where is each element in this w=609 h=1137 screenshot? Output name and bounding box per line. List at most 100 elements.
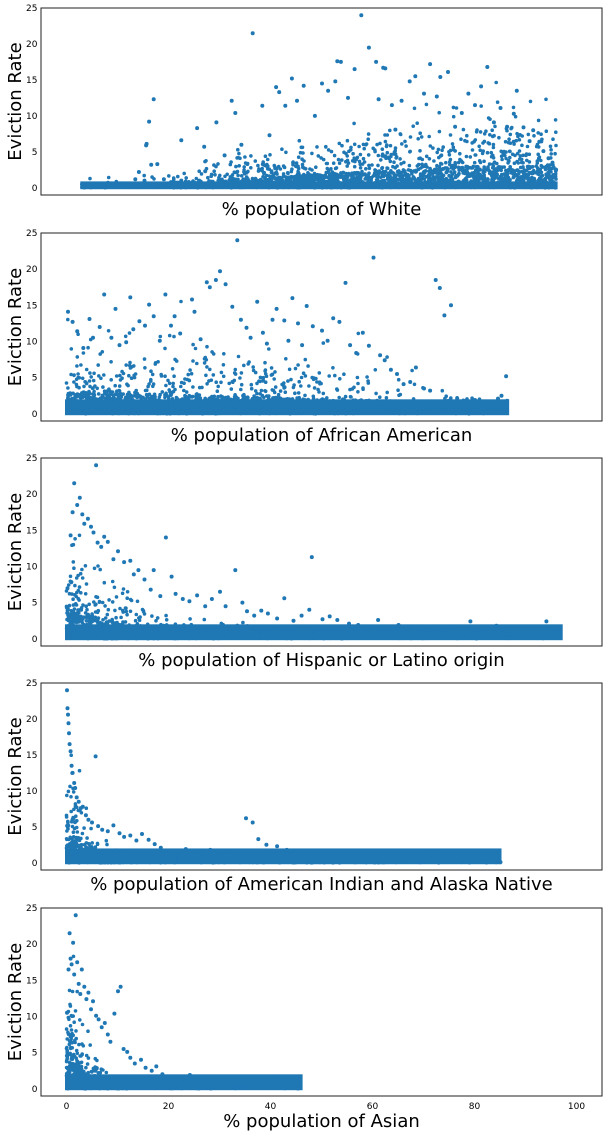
data-point (102, 1021, 107, 1025)
data-point (325, 338, 330, 343)
data-point (91, 335, 95, 340)
data-point (352, 67, 357, 72)
data-point (291, 618, 296, 623)
y-tick-label: 15 (26, 301, 37, 311)
data-point (71, 940, 76, 945)
data-point (239, 142, 244, 147)
x-axis-label: % population of American Indian and Alas… (90, 874, 553, 895)
data-point (208, 847, 213, 852)
data-point (244, 816, 248, 821)
data-point (449, 625, 453, 630)
data-point (179, 178, 184, 183)
data-point (429, 855, 434, 860)
data-point (327, 614, 332, 619)
x-tick-label: 0 (64, 1102, 70, 1112)
data-point (97, 325, 102, 329)
x-axis-label: % population of Asian (223, 1111, 420, 1132)
data-point (283, 103, 288, 108)
data-point (207, 285, 212, 290)
data-point (348, 858, 353, 863)
data-point (169, 180, 173, 185)
x-tick-label: 40 (265, 1102, 277, 1112)
data-point (76, 799, 81, 804)
data-point (70, 770, 75, 775)
subplot-1: 0 5 10 15 20 25 % population of White Eviction … (5, 4, 603, 220)
data-point (124, 340, 129, 345)
data-point (113, 182, 118, 187)
data-point (199, 1078, 204, 1083)
y-tick-label: 25 (26, 4, 37, 14)
data-point (105, 1032, 110, 1037)
data-point (527, 139, 532, 144)
data-point (91, 530, 96, 535)
data-point (190, 297, 194, 302)
data-point (335, 59, 340, 64)
axes-frame (40, 907, 603, 1097)
data-point (229, 98, 234, 103)
data-point (531, 128, 536, 133)
data-point (78, 992, 83, 996)
data-point (223, 282, 228, 287)
data-point (459, 860, 464, 865)
data-point (310, 324, 315, 329)
data-point (250, 820, 255, 825)
data-point (128, 1055, 133, 1060)
data-point (75, 960, 80, 965)
y-tick-label: 15 (26, 751, 37, 761)
data-point (260, 103, 265, 108)
data-point (295, 98, 299, 103)
data-point (158, 594, 163, 599)
data-point (118, 984, 123, 989)
data-point (112, 1011, 117, 1016)
data-point (79, 967, 84, 972)
data-point (83, 813, 88, 818)
data-point (157, 338, 162, 343)
data-point (374, 59, 379, 64)
point-cloud (64, 299, 508, 416)
data-point (453, 124, 458, 129)
data-point (428, 388, 433, 393)
data-point (282, 318, 287, 323)
data-point (149, 162, 154, 167)
x-tick-label: 80 (469, 1102, 481, 1112)
data-point (347, 621, 351, 626)
data-point (428, 62, 433, 67)
data-point (161, 177, 166, 182)
data-point (320, 617, 325, 622)
data-point (108, 1039, 113, 1044)
data-point (91, 999, 95, 1004)
data-point (142, 178, 147, 183)
data-point (122, 560, 127, 565)
data-point (554, 167, 559, 172)
data-point (72, 481, 77, 486)
axes-frame (40, 682, 603, 871)
data-point (136, 170, 141, 174)
y-axis-label: Eviction Rate (5, 42, 26, 160)
data-point (173, 591, 178, 596)
data-point (95, 540, 100, 545)
data-point (147, 302, 152, 307)
data-point (264, 842, 269, 847)
data-point (128, 558, 133, 563)
data-point (488, 859, 493, 864)
data-point (468, 619, 473, 624)
data-point (459, 111, 464, 115)
data-point (65, 688, 69, 693)
data-point (68, 956, 73, 961)
data-point (235, 857, 240, 862)
data-point (281, 1083, 286, 1088)
data-point (179, 138, 184, 143)
data-point (218, 852, 222, 857)
y-tick-label: 5 (32, 1049, 38, 1059)
scatter-points (64, 238, 510, 416)
y-tick-label: 15 (26, 76, 37, 86)
data-point (81, 185, 86, 190)
data-point (359, 13, 364, 18)
y-tick-label: 0 (32, 184, 38, 194)
data-point (289, 76, 294, 81)
data-point (179, 1078, 184, 1083)
data-point (163, 535, 168, 540)
data-point (438, 75, 443, 79)
data-point (433, 278, 438, 282)
y-tick-label: 5 (32, 599, 38, 609)
